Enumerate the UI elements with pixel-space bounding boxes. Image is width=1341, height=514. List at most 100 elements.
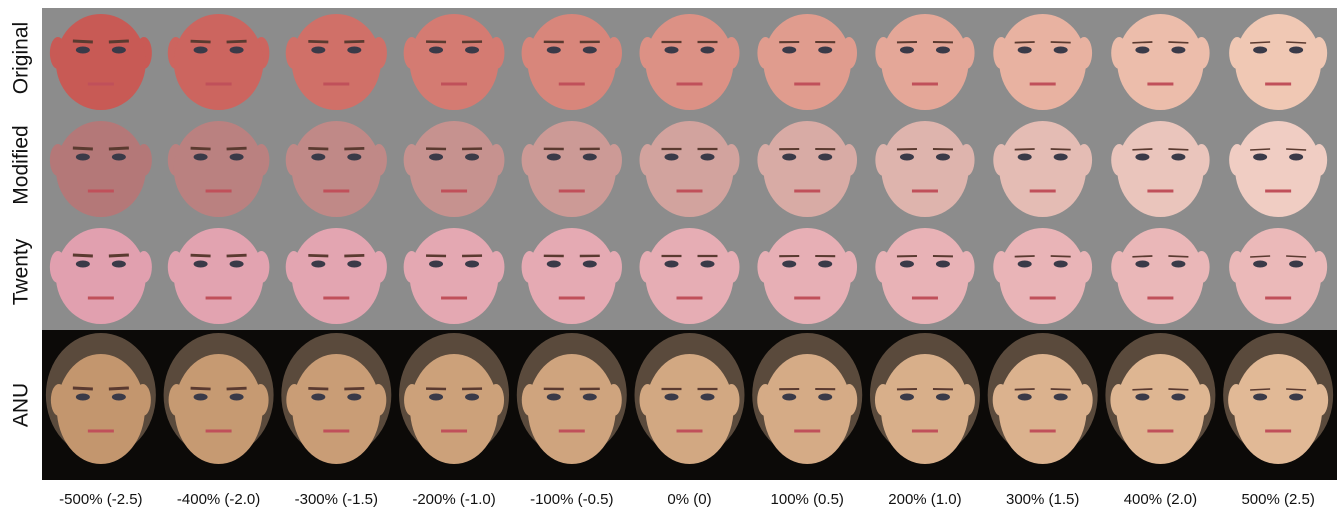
brow (1014, 41, 1035, 44)
face (634, 333, 745, 464)
face (163, 333, 274, 464)
eye (193, 260, 208, 268)
eye (899, 393, 914, 401)
face (1111, 14, 1210, 110)
face (993, 121, 1093, 217)
face-skin (173, 14, 264, 110)
eye (465, 46, 480, 54)
eye (465, 260, 480, 268)
face-skin (1117, 228, 1204, 324)
face-skin (763, 354, 852, 464)
brow (226, 386, 247, 391)
brow (308, 387, 329, 391)
face-skin (763, 228, 852, 324)
face (1229, 121, 1328, 217)
brow (344, 40, 365, 44)
column-label: 300% (1.5) (1006, 491, 1079, 508)
eye (111, 46, 126, 54)
eye (664, 46, 679, 54)
face-skin (291, 228, 381, 324)
face (403, 121, 505, 217)
column-label: -200% (-1.0) (412, 491, 495, 508)
eye (229, 260, 244, 268)
face-skin (1117, 14, 1204, 110)
face-skin (998, 354, 1087, 464)
brow (190, 253, 211, 258)
column-label: 200% (1.0) (888, 491, 961, 508)
face-skin (881, 228, 969, 324)
column-label: -100% (-0.5) (530, 491, 613, 508)
face-skin (1234, 354, 1323, 464)
eye (75, 260, 90, 268)
face-skin (55, 228, 146, 324)
eye (429, 46, 444, 54)
eye (111, 393, 126, 401)
eye (935, 153, 950, 161)
eye (193, 46, 208, 54)
brow (1132, 148, 1153, 151)
brow (1168, 41, 1189, 44)
eye (935, 260, 950, 268)
face (1229, 14, 1328, 110)
face-skin (1117, 121, 1204, 217)
face-skin (527, 354, 616, 464)
face (285, 228, 387, 324)
face (639, 121, 740, 217)
face-skin (1235, 228, 1322, 324)
eye (465, 393, 480, 401)
face-skin (174, 354, 263, 464)
eye (75, 46, 90, 54)
eye (700, 260, 715, 268)
eye (782, 260, 797, 268)
row-label: ANU (10, 383, 33, 427)
face-skin (763, 14, 852, 110)
eye (546, 393, 561, 401)
eye (1053, 393, 1068, 401)
eye (311, 153, 326, 161)
face (875, 14, 975, 110)
eye (1053, 153, 1068, 161)
face-skin (55, 121, 146, 217)
column-label: -500% (-2.5) (59, 491, 142, 508)
brow (108, 39, 129, 44)
eye (1017, 46, 1032, 54)
face (49, 228, 152, 324)
face-skin (999, 228, 1087, 324)
brow (1014, 388, 1035, 391)
eye (782, 153, 797, 161)
face (869, 333, 980, 464)
face (399, 333, 510, 464)
face (285, 14, 387, 110)
face-skin (881, 14, 969, 110)
eye (582, 260, 597, 268)
brow (1132, 388, 1153, 391)
brow (1250, 388, 1271, 391)
face-skin (173, 121, 264, 217)
eye (75, 153, 90, 161)
eye (782, 46, 797, 54)
eye (347, 153, 362, 161)
face-skin (1116, 354, 1205, 464)
eye (429, 153, 444, 161)
eye (818, 46, 833, 54)
face-skin (409, 121, 499, 217)
eye (1135, 393, 1150, 401)
brow (72, 386, 93, 391)
face-skin (409, 228, 499, 324)
eye (1053, 46, 1068, 54)
brow (1132, 41, 1153, 44)
face (49, 121, 152, 217)
face (752, 333, 863, 464)
brow (1132, 255, 1153, 258)
face-skin (645, 354, 734, 464)
brow (1050, 41, 1071, 44)
brow (190, 39, 211, 44)
eye (899, 153, 914, 161)
face-skin (645, 14, 734, 110)
brow (1168, 255, 1189, 258)
face-skin (291, 121, 381, 217)
face (757, 228, 858, 324)
row-label: Twenty (10, 238, 33, 305)
face (875, 121, 975, 217)
